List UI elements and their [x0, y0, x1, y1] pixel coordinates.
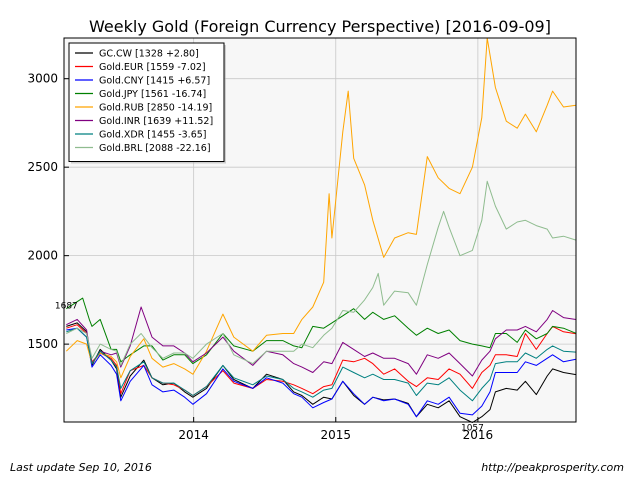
legend-entry: Gold.BRL [2088 -22.16]: [99, 143, 211, 154]
y-tick-label: 3000: [27, 72, 58, 86]
series-line-gold-xdr: [66, 327, 577, 402]
plot-frame: [63, 37, 577, 423]
x-tick-label: 2016: [463, 428, 494, 442]
series-line-gold-cny: [66, 327, 577, 418]
last-update-text: Last update Sep 10, 2016: [10, 461, 152, 474]
legend-entry: GC.CW [1328 +2.80]: [99, 49, 199, 60]
series-line-gold-eur: [66, 324, 577, 396]
series-line-gold-inr: [66, 306, 577, 377]
source-url-text: http://peakprosperity.com: [481, 461, 624, 474]
legend-entry: Gold.RUB [2850 -14.19]: [99, 103, 212, 114]
chart-title: Weekly Gold (Foreign Currency Perspectiv…: [89, 17, 551, 36]
series-line-gc-cw: [66, 322, 577, 423]
legend-entry: Gold.EUR [1559 -7.02]: [99, 62, 206, 73]
annotation-label: 1057: [461, 424, 484, 434]
y-tick-label: 2000: [27, 249, 58, 263]
series-line-gold-brl: [66, 180, 577, 366]
legend-entry: Gold.CNY [1415 +6.57]: [99, 76, 210, 87]
y-tick-label: 1500: [27, 337, 58, 351]
legend-entry: Gold.INR [1639 +11.52]: [99, 116, 213, 127]
annotation-label: 1687: [55, 302, 78, 312]
legend-box: [68, 42, 225, 162]
y-tick-label: 2500: [27, 160, 58, 174]
legend-entry: Gold.XDR [1455 -3.65]: [99, 130, 207, 141]
series-line-gold-rub: [65, 37, 577, 379]
x-tick-label: 2014: [178, 428, 209, 442]
x-tick-label: 2015: [320, 428, 351, 442]
legend-entry: Gold.JPY [1561 -16.74]: [99, 89, 206, 100]
